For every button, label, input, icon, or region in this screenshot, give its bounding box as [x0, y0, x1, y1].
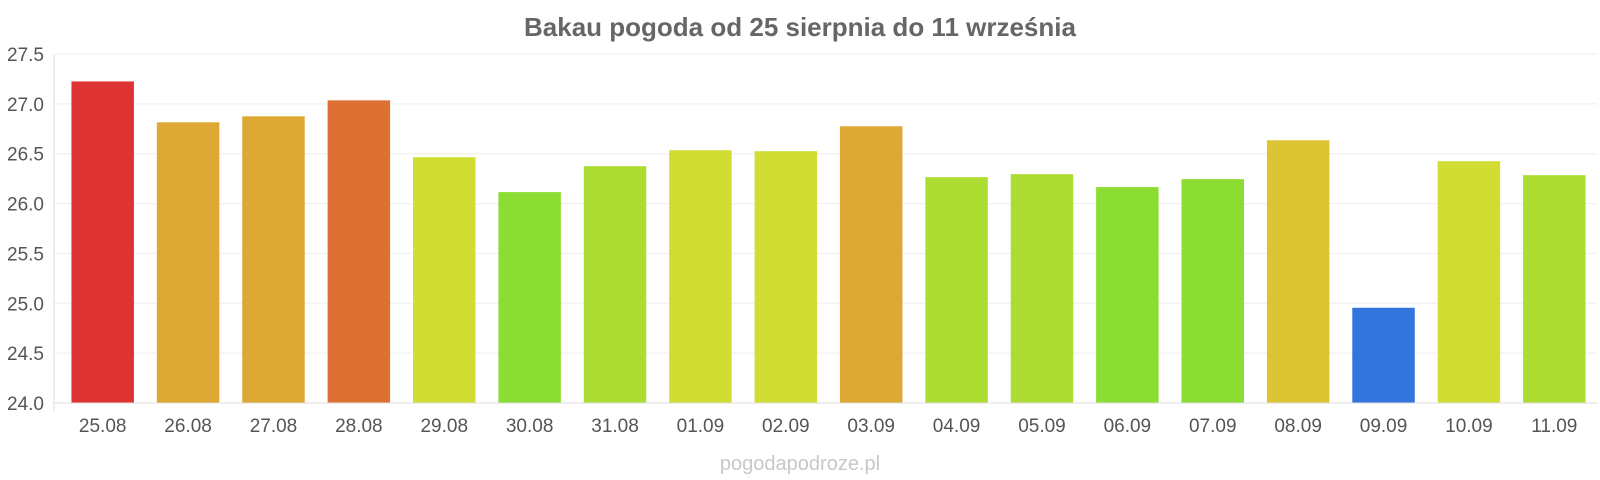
chart-title: Bakau pogoda od 25 sierpnia do 11 wrześn…	[524, 12, 1076, 42]
x-tick-label: 08.09	[1274, 416, 1322, 437]
y-tick-label: 24.5	[7, 344, 44, 365]
x-tick-label: 27.08	[250, 416, 298, 437]
y-tick-label: 24.0	[7, 394, 44, 415]
x-tick-label: 25.08	[79, 416, 127, 437]
x-tick-label: 29.08	[420, 416, 468, 437]
bar-07.09	[1181, 179, 1244, 404]
x-tick-label: 01.09	[677, 416, 725, 437]
x-tick-label: 26.08	[164, 416, 212, 437]
y-tick-label: 27.0	[7, 95, 44, 116]
x-tick-label: 30.08	[506, 416, 554, 437]
x-tick-label: 03.09	[847, 416, 895, 437]
bar-09.09	[1352, 307, 1415, 404]
bar-10.09	[1437, 161, 1501, 404]
x-tick-label: 04.09	[933, 416, 981, 437]
bar-29.08	[413, 157, 476, 404]
bar-03.09	[839, 126, 903, 404]
x-tick-label: 10.09	[1445, 416, 1493, 437]
x-axis: 25.08 26.08 27.08 28.08 29.08 30.08 31.08 01.09…	[54, 402, 1597, 437]
x-tick-label: 07.09	[1189, 416, 1237, 437]
grid-lines	[54, 53, 1597, 354]
bar-25.08	[71, 81, 134, 404]
bar-04.09	[925, 177, 988, 404]
bar-31.08	[583, 166, 647, 404]
bar-27.08	[242, 116, 305, 404]
bar-26.08	[156, 122, 220, 404]
bars	[71, 81, 1586, 404]
x-tick-label: 11.09	[1531, 416, 1577, 437]
x-tick-label: 31.08	[591, 416, 639, 437]
bar-08.09	[1266, 140, 1330, 404]
y-tick-label: 25.5	[7, 244, 44, 265]
x-tick-label: 06.09	[1104, 416, 1152, 437]
bar-06.09	[1096, 187, 1159, 404]
bar-30.08	[498, 192, 561, 404]
x-tick-label: 05.09	[1018, 416, 1066, 437]
x-tick-label: 02.09	[762, 416, 810, 437]
x-tick-label: 09.09	[1360, 416, 1408, 437]
bar-02.09	[754, 151, 818, 404]
y-axis: 24.0 24.5 25.0 25.5 26.0 26.5 27.0 27.5	[7, 45, 55, 415]
y-tick-label: 26.0	[7, 195, 44, 216]
y-tick-label: 26.5	[7, 145, 44, 166]
x-tick-label: 28.08	[335, 416, 383, 437]
bar-05.09	[1010, 174, 1074, 404]
y-tick-label: 27.5	[7, 45, 44, 66]
bar-28.08	[327, 100, 391, 404]
bar-11.09	[1523, 175, 1586, 404]
bar-01.09	[669, 150, 732, 404]
watermark: pogodapodroze.pl	[720, 453, 880, 475]
y-tick-label: 25.0	[7, 294, 44, 315]
